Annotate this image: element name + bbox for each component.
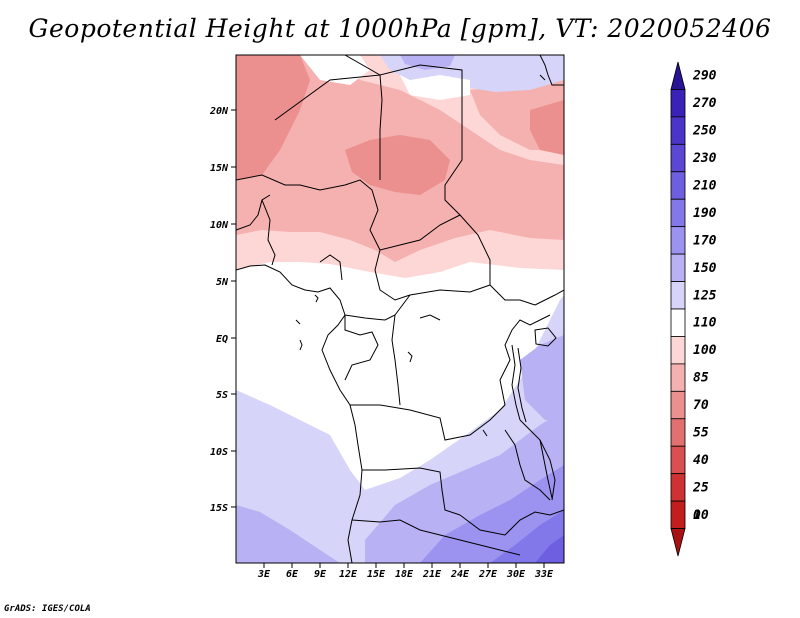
lat-label: 5N	[216, 277, 229, 288]
lat-label: 15N	[210, 163, 229, 174]
colorbar-swatch	[670, 500, 686, 529]
colorbar-swatch	[670, 171, 686, 200]
lon-label: 3E	[257, 569, 271, 580]
colorbar-swatch	[670, 445, 686, 475]
latitude-axis: 20N 15N 10N 5N EQ 5S 10S 15S	[209, 106, 236, 514]
colorbar-label: 25	[692, 480, 709, 495]
contour-fill-70b	[345, 135, 450, 195]
colorbar-label: 125	[693, 288, 717, 303]
colorbar-label: 190	[693, 206, 717, 221]
contour-fill-210	[535, 535, 564, 563]
credit-text: GrADS: IGES/COLA	[4, 604, 91, 614]
contour-fill-150-east	[520, 335, 564, 420]
map-title: Geopotential Height at 1000hPa [gpm], VT…	[28, 14, 772, 43]
colorbar-label: 0	[693, 508, 701, 523]
lon-label: 9E	[314, 569, 327, 580]
colorbar-swatch	[670, 473, 686, 502]
colorbar-label: 55	[693, 426, 709, 441]
contour-fill-125-ne	[470, 55, 564, 92]
colorbar-label: 210	[692, 179, 717, 194]
lat-label: 5S	[216, 390, 228, 401]
colorbar-swatch	[670, 226, 686, 255]
colorbar-swatch	[670, 336, 686, 365]
map-frame	[235, 54, 565, 564]
colorbar-label: 150	[693, 261, 717, 276]
lat-label: 20N	[209, 106, 229, 117]
longitude-axis: 3E 6E 9E 12E 15E 18E 21E 24E 27E 30E 33E	[257, 563, 554, 580]
lon-label: 6E	[286, 569, 299, 580]
colorbar-label: 40	[693, 453, 709, 468]
lon-label: 30E	[506, 569, 526, 580]
colorbar-swatch	[670, 61, 686, 90]
colorbar-swatch	[670, 143, 686, 173]
lon-label: 12E	[339, 569, 358, 580]
colorbar-swatch	[670, 308, 686, 337]
country-borders	[236, 55, 564, 563]
colorbar-label: 270	[692, 96, 717, 111]
colorbar-swatch	[670, 253, 686, 282]
contour-fill-70	[236, 55, 310, 180]
colorbar-swatch	[670, 198, 686, 228]
colorbar-label: 230	[692, 151, 717, 166]
colorbar-swatch	[670, 363, 686, 392]
colorbar-swatch	[670, 390, 686, 420]
colorbar-label: 170	[693, 233, 717, 248]
lon-label: 24E	[450, 569, 470, 580]
lat-label: 15S	[210, 503, 228, 514]
colorbar-label: 250	[692, 124, 717, 139]
colorbar-label: 290	[692, 69, 717, 84]
colorbar-swatch	[670, 89, 686, 118]
contour-fill-150	[236, 505, 340, 563]
colorbar-label: 85	[693, 371, 709, 386]
colorbar-swatch	[670, 528, 686, 557]
lat-label: EQ	[216, 334, 228, 345]
lon-label: 18E	[395, 569, 414, 580]
contour-fill-70c	[530, 100, 564, 155]
colorbar-swatch	[670, 116, 686, 145]
colorbar-swatch	[670, 281, 686, 310]
lat-label: 10S	[210, 447, 228, 458]
lat-label: 10N	[210, 220, 229, 231]
lon-label: 33E	[534, 569, 554, 580]
colorbar-label: 70	[693, 398, 709, 413]
lon-label: 27E	[478, 569, 498, 580]
map-plot-area	[236, 55, 564, 563]
colorbar-swatch	[670, 418, 686, 447]
colorbar-label: 10	[693, 508, 709, 523]
lon-label: 15E	[367, 569, 386, 580]
colorbar-label: 110	[693, 316, 717, 331]
contour-fill-190	[490, 510, 564, 563]
colorbar: 2902702502302101901701501251101008570554…	[670, 61, 717, 557]
lon-label: 21E	[422, 569, 442, 580]
colorbar-label: 100	[693, 343, 717, 358]
